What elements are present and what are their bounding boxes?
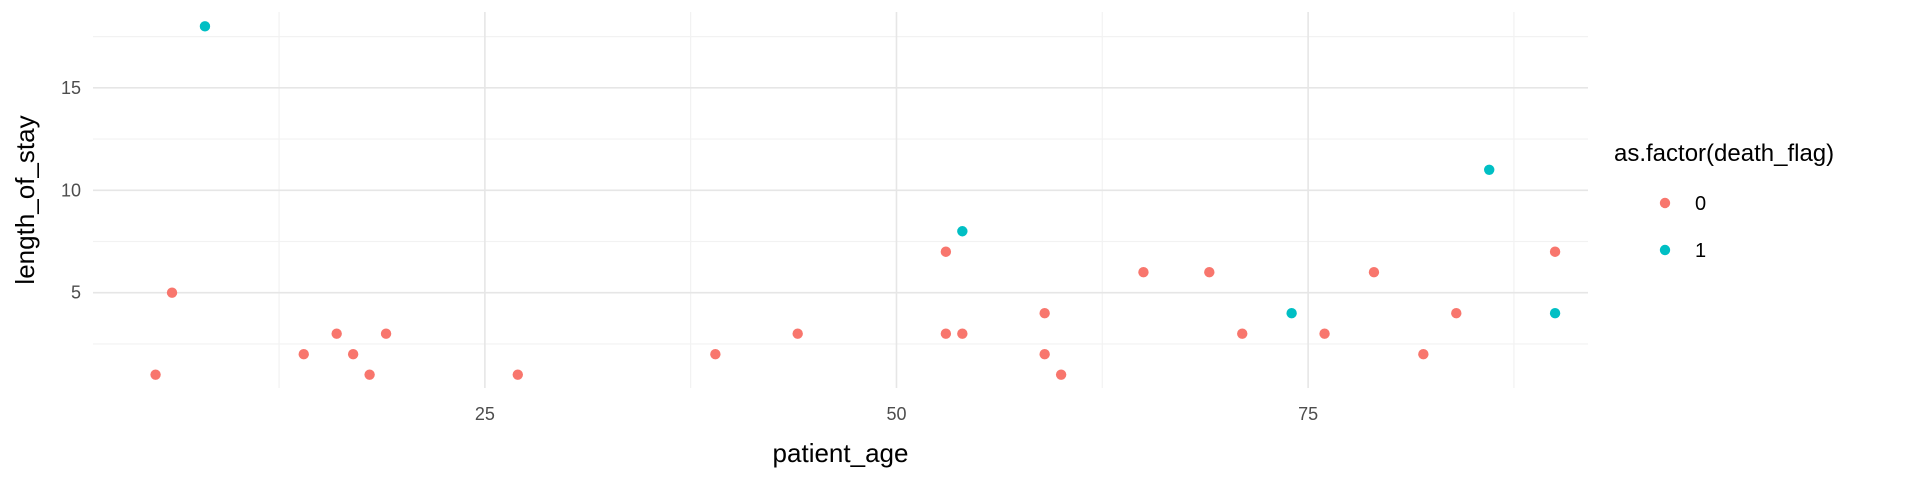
data-point-series-0 bbox=[1138, 267, 1149, 278]
data-point-series-0 bbox=[150, 369, 161, 380]
x-tick-label: 75 bbox=[1298, 404, 1318, 424]
x-axis-title: patient_age bbox=[773, 438, 909, 468]
data-point-series-0 bbox=[166, 287, 178, 298]
data-point-series-1 bbox=[1286, 308, 1297, 319]
data-point-series-0 bbox=[1549, 246, 1561, 257]
data-point-series-0 bbox=[957, 328, 968, 339]
data-point-series-0 bbox=[331, 328, 342, 339]
data-point-series-0 bbox=[364, 369, 375, 380]
legend-label-1: 1 bbox=[1695, 240, 1706, 262]
data-point-series-0 bbox=[792, 328, 803, 339]
legend-items: 01 bbox=[1659, 193, 1706, 262]
data-point-series-0 bbox=[1055, 369, 1067, 380]
x-tick-label: 25 bbox=[475, 404, 495, 424]
data-point-series-0 bbox=[298, 348, 309, 360]
x-axis-tick-labels: 25 50 75 bbox=[475, 404, 1318, 424]
legend-title: as.factor(death_flag) bbox=[1614, 140, 1834, 167]
data-point-series-1 bbox=[957, 226, 968, 237]
data-point-series-0 bbox=[347, 348, 359, 360]
data-point-series-0 bbox=[1368, 267, 1380, 278]
data-point-series-0 bbox=[1418, 348, 1429, 360]
data-point-series-1 bbox=[199, 21, 211, 32]
y-tick-label: 10 bbox=[61, 180, 81, 200]
data-point-series-0 bbox=[940, 328, 952, 339]
data-point-series-0 bbox=[710, 348, 721, 360]
y-axis-tick-labels: 5 10 15 bbox=[61, 78, 81, 303]
data-points bbox=[150, 21, 1561, 380]
data-point-series-0 bbox=[512, 369, 523, 380]
y-axis-title: length_of_stay bbox=[10, 115, 40, 284]
y-tick-label: 15 bbox=[61, 78, 81, 98]
data-point-series-0 bbox=[1204, 267, 1215, 278]
data-point-series-1 bbox=[1484, 164, 1495, 175]
data-point-series-0 bbox=[1039, 348, 1050, 360]
data-point-series-0 bbox=[380, 328, 392, 339]
data-point-series-0 bbox=[1451, 308, 1462, 319]
legend: as.factor(death_flag) 01 bbox=[1614, 140, 1834, 262]
data-point-series-0 bbox=[1039, 308, 1050, 319]
x-tick-label: 50 bbox=[886, 404, 906, 424]
minor-gridlines bbox=[93, 12, 1588, 388]
legend-key-1 bbox=[1659, 244, 1671, 256]
data-point-series-0 bbox=[940, 246, 952, 257]
data-point-series-0 bbox=[1319, 328, 1330, 339]
data-point-series-1 bbox=[1549, 308, 1561, 319]
legend-key-0 bbox=[1659, 197, 1671, 209]
y-tick-label: 5 bbox=[71, 283, 81, 303]
major-gridlines bbox=[93, 12, 1588, 388]
data-point-series-0 bbox=[1237, 328, 1248, 339]
legend-label-0: 0 bbox=[1695, 193, 1706, 215]
